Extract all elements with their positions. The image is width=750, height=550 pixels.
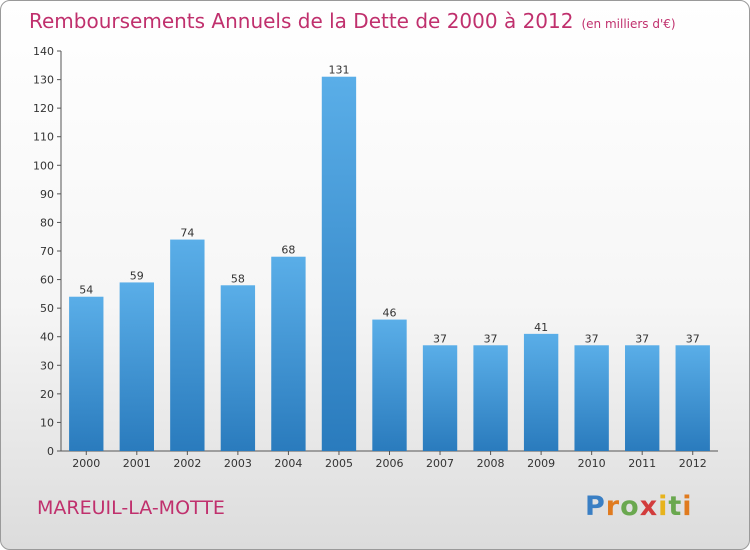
commune-name: MAREUIL-LA-MOTTE — [37, 497, 225, 519]
y-tick-label: 70 — [40, 245, 54, 258]
y-tick-label: 140 — [33, 45, 54, 58]
y-tick-label: 40 — [40, 331, 54, 344]
bar — [574, 345, 609, 451]
x-tick-label: 2011 — [628, 457, 656, 470]
bar-value-label: 37 — [433, 332, 447, 345]
bar — [69, 296, 104, 451]
bar — [422, 345, 458, 451]
bar-value-label: 37 — [585, 332, 599, 345]
bar — [523, 333, 559, 451]
x-tick-label: 2010 — [578, 457, 606, 470]
y-tick-label: 30 — [40, 359, 54, 372]
bar-value-label: 46 — [383, 307, 397, 320]
bar-value-label: 54 — [79, 284, 93, 297]
bar-value-label: 59 — [130, 269, 144, 282]
x-tick-label: 2009 — [527, 457, 555, 470]
bar-value-label: 68 — [281, 244, 295, 257]
x-tick-label: 2006 — [376, 457, 404, 470]
chart-title-text: Remboursements Annuels de la Dette de 20… — [29, 9, 574, 33]
x-tick-label: 2001 — [123, 457, 151, 470]
x-tick-label: 2012 — [679, 457, 707, 470]
y-tick-label: 80 — [40, 216, 54, 229]
x-tick-label: 2004 — [274, 457, 302, 470]
bar — [119, 282, 154, 451]
bar — [321, 76, 357, 451]
x-tick-label: 2005 — [325, 457, 353, 470]
bar-value-label: 41 — [534, 321, 548, 334]
bar-value-label: 37 — [686, 332, 700, 345]
y-tick-label: 130 — [33, 74, 54, 87]
bar-value-label: 58 — [231, 272, 245, 285]
x-tick-label: 2000 — [72, 457, 100, 470]
y-tick-label: 50 — [40, 302, 54, 315]
bar — [170, 239, 205, 451]
bar-value-label: 37 — [484, 332, 498, 345]
proxiti-logo: Proxiti — [585, 491, 693, 522]
x-tick-label: 2002 — [173, 457, 201, 470]
bar-value-label: 74 — [180, 227, 194, 240]
y-tick-label: 110 — [33, 131, 54, 144]
y-tick-label: 60 — [40, 274, 54, 287]
y-tick-label: 20 — [40, 388, 54, 401]
x-tick-label: 2003 — [224, 457, 252, 470]
bar — [625, 345, 660, 451]
bar — [473, 345, 508, 451]
bar-value-label: 37 — [635, 332, 649, 345]
y-tick-label: 10 — [40, 416, 54, 429]
y-tick-label: 0 — [47, 445, 54, 458]
chart-title: Remboursements Annuels de la Dette de 20… — [29, 9, 676, 33]
y-tick-label: 90 — [40, 188, 54, 201]
bar — [220, 285, 256, 451]
y-tick-label: 120 — [33, 102, 54, 115]
bar — [372, 319, 407, 451]
y-tick-label: 100 — [33, 159, 54, 172]
bar-value-label: 131 — [328, 64, 349, 77]
chart-subtitle: (en milliers d'€) — [581, 17, 676, 31]
bar — [675, 345, 710, 451]
x-tick-label: 2008 — [477, 457, 505, 470]
x-tick-label: 2007 — [426, 457, 454, 470]
bar — [271, 256, 306, 451]
